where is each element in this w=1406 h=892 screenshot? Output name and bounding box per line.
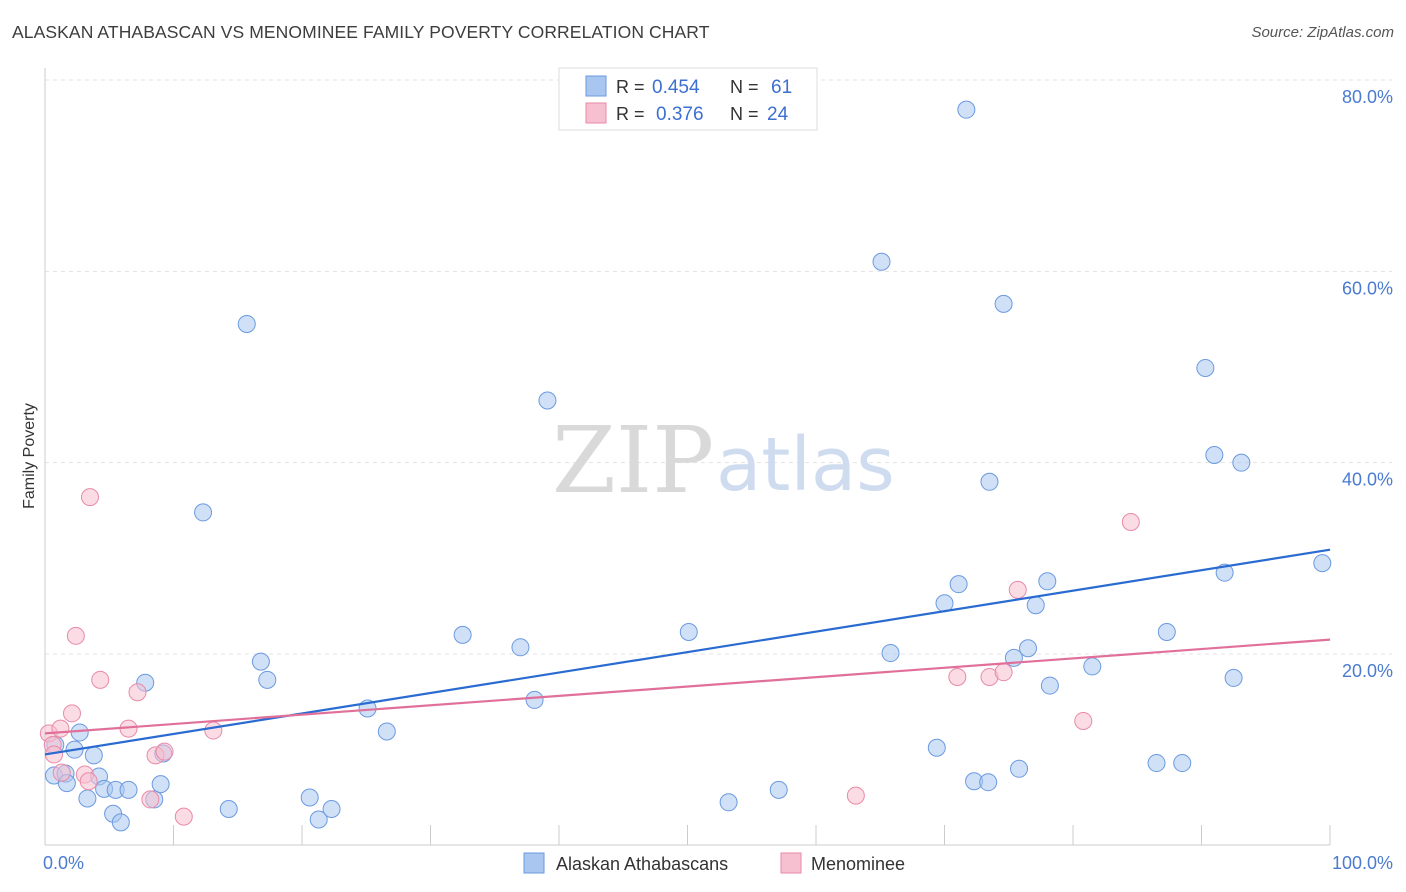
source-credit: Source: ZipAtlas.com xyxy=(1251,24,1394,41)
point-series-1-44 xyxy=(980,472,999,491)
series-legend-swatch-menominee xyxy=(780,852,802,874)
legend-r-label-1: R = xyxy=(616,77,645,97)
series-legend-label-athabascan: Alaskan Athabascans xyxy=(556,854,728,874)
point-series-1-60 xyxy=(1232,453,1251,472)
point-series-1-17 xyxy=(151,775,170,794)
point-series-1-12 xyxy=(111,813,130,832)
watermark-zip: ZIP xyxy=(552,407,714,514)
point-series-1-41 xyxy=(957,100,976,119)
chart-title: ALASKAN ATHABASCAN VS MENOMINEE FAMILY P… xyxy=(12,22,710,42)
legend-n-label-2: N = xyxy=(730,104,759,124)
point-series-1-58 xyxy=(1215,563,1234,582)
point-series-1-51 xyxy=(1040,676,1059,695)
point-series-2-25 xyxy=(1121,512,1140,531)
point-series-2-22 xyxy=(994,663,1013,682)
series-legend-swatch-athabascan xyxy=(523,852,545,874)
point-series-1-32 xyxy=(538,391,557,410)
point-series-1-19 xyxy=(194,503,213,522)
legend-n-value-2: 24 xyxy=(767,104,789,125)
point-series-2-16 xyxy=(155,742,174,761)
point-series-1-43 xyxy=(979,773,998,792)
legend-n-value-1: 61 xyxy=(771,77,792,98)
point-series-1-48 xyxy=(1019,639,1038,658)
point-series-1-21 xyxy=(237,314,256,333)
point-series-2-19 xyxy=(846,786,865,805)
legend-r-value-2: 0.376 xyxy=(656,104,704,125)
point-series-1-45 xyxy=(994,294,1013,313)
point-series-1-34 xyxy=(719,793,738,812)
point-series-1-24 xyxy=(300,788,319,807)
point-series-1-56 xyxy=(1196,358,1215,377)
tick-labels: 20.0% 40.0% 60.0% 80.0% 0.0% 100.0% xyxy=(43,87,1393,873)
trend-lines xyxy=(44,548,1331,756)
y-tick-label-4: 80.0% xyxy=(1342,87,1393,107)
point-series-1-31 xyxy=(525,690,544,709)
point-series-1-30 xyxy=(511,638,530,657)
series-legend: Alaskan Athabascans Menominee xyxy=(523,852,905,874)
series-legend-label-menominee: Menominee xyxy=(811,854,905,874)
point-series-1-6 xyxy=(70,723,89,742)
point-series-1-59 xyxy=(1224,668,1243,687)
point-series-1-38 xyxy=(927,738,946,757)
point-series-2-13 xyxy=(128,683,147,702)
point-series-1-50 xyxy=(1038,572,1057,591)
y-tick-label-1: 20.0% xyxy=(1342,661,1393,681)
point-series-1-54 xyxy=(1157,622,1176,641)
axes xyxy=(44,68,1331,846)
point-series-1-7 xyxy=(78,789,97,808)
point-series-1-53 xyxy=(1147,754,1166,773)
trend-line-series-2 xyxy=(44,638,1331,735)
point-series-2-20 xyxy=(948,667,967,686)
legend-r-label-2: R = xyxy=(616,104,645,124)
watermark: ZIP atlas xyxy=(552,407,895,514)
point-series-1-8 xyxy=(84,746,103,765)
watermark-atlas: atlas xyxy=(716,422,895,508)
point-series-2-10 xyxy=(80,488,99,507)
point-series-1-22 xyxy=(251,652,270,671)
y-axis-label: Family Poverty xyxy=(21,403,38,509)
y-tick-label-3: 60.0% xyxy=(1342,278,1393,298)
point-series-2-11 xyxy=(91,670,110,689)
x-tick-label-1: 0.0% xyxy=(43,853,84,873)
point-series-2-17 xyxy=(174,807,193,826)
point-series-2-5 xyxy=(52,763,71,782)
point-series-2-24 xyxy=(1074,711,1093,730)
point-series-2-6 xyxy=(62,704,81,723)
stats-legend: R = 0.454 N = 61 R = 0.376 N = 24 xyxy=(558,67,818,131)
point-series-1-33 xyxy=(679,622,698,641)
point-series-2-9 xyxy=(79,772,98,791)
point-series-1-26 xyxy=(322,799,341,818)
point-series-1-47 xyxy=(1010,759,1029,778)
x-tick-label-2: 100.0% xyxy=(1332,853,1393,873)
legend-swatch-menominee xyxy=(585,102,607,124)
point-series-1-49 xyxy=(1026,596,1045,615)
trend-line-series-1 xyxy=(44,548,1331,756)
point-series-1-25 xyxy=(309,810,328,829)
point-series-1-23 xyxy=(258,670,277,689)
data-points xyxy=(39,100,1332,832)
point-series-1-40 xyxy=(949,575,968,594)
point-series-2-18 xyxy=(204,721,223,740)
point-series-2-23 xyxy=(1008,580,1027,599)
point-series-1-36 xyxy=(872,252,891,271)
point-series-1-57 xyxy=(1205,446,1224,465)
point-series-2-7 xyxy=(66,626,85,645)
point-series-1-29 xyxy=(453,625,472,644)
legend-r-value-1: 0.454 xyxy=(652,77,700,98)
point-series-1-61 xyxy=(1313,554,1332,573)
y-tick-label-2: 40.0% xyxy=(1342,470,1393,490)
point-series-1-20 xyxy=(219,799,238,818)
legend-n-label-1: N = xyxy=(730,77,759,97)
point-series-1-35 xyxy=(769,780,788,799)
point-series-1-52 xyxy=(1083,657,1102,676)
point-series-2-4 xyxy=(51,719,70,738)
point-series-1-37 xyxy=(881,644,900,663)
point-series-2-14 xyxy=(141,790,160,809)
point-series-1-14 xyxy=(119,780,138,799)
point-series-1-55 xyxy=(1173,754,1192,773)
legend-swatch-athabascan xyxy=(585,75,607,97)
grid-lines xyxy=(45,79,1392,655)
point-series-1-28 xyxy=(377,722,396,741)
